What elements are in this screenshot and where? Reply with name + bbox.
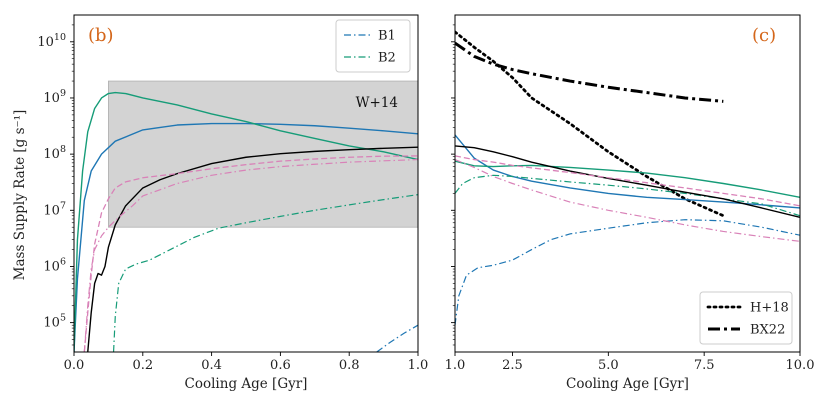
series-line-b1-dashdot [455, 219, 800, 326]
legend-label: B2 [378, 51, 396, 66]
panel-label: (b) [88, 25, 114, 46]
shaded-region-label: W+14 [356, 95, 398, 111]
series-group [74, 91, 418, 352]
series-line-b2-dashdot [112, 194, 418, 352]
panel-label: (c) [752, 25, 776, 46]
y-axis-title: Mass Supply Rate [g s⁻¹] [12, 110, 28, 281]
legend-label: BX22 [750, 323, 785, 338]
x-axis-title: Cooling Age [Gyr] [566, 376, 689, 392]
x-tick-label: 0.2 [132, 358, 153, 373]
y-tick-label: 107 [43, 200, 66, 218]
panel-b: W+14 0.0 0.2 0.4 0.6 0.8 1.0 Cooling Age [Gyr] 1… [37, 14, 429, 392]
series-line-pink-dashdot [83, 158, 418, 352]
y-tick-label: 105 [43, 313, 66, 331]
x-tick-label: 2.5 [502, 358, 523, 373]
shaded-region [108, 80, 418, 228]
legend-label: H+18 [750, 301, 789, 316]
x-tick-label: 0.4 [201, 358, 222, 373]
x-tick-label: 10.0 [786, 358, 815, 373]
panel-c: 1.0 2.5 5.0 7.5 10.0 Cooling Age [Gyr] (c) H+18… [445, 14, 815, 392]
series-line-h-18 [455, 30, 725, 218]
legend-box [699, 291, 793, 345]
series-line-b1-solid [455, 134, 800, 209]
series-group [455, 30, 800, 326]
series-line-b2-solid [455, 160, 800, 199]
x-axis-title: Cooling Age [Gyr] [185, 376, 308, 392]
x-tick-label: 1.0 [445, 358, 466, 373]
series-line-black-solid [87, 146, 418, 352]
legend-box [335, 19, 411, 73]
x-tick-label: 0.0 [64, 358, 85, 373]
series-line-b1-solid [74, 122, 418, 352]
x-tick-label: 0.8 [339, 358, 360, 373]
legend-label: B1 [378, 29, 396, 44]
y-tick-label: 109 [43, 88, 66, 106]
series-line-b1-dashdot [376, 324, 418, 352]
x-tick-label: 0.6 [270, 358, 291, 373]
y-tick-label: 106 [43, 256, 66, 274]
series-line-pink-dashed [83, 155, 418, 352]
series-line-pink-dashed [455, 155, 800, 207]
y-tick-label: 1010 [37, 32, 66, 50]
x-tick-label: 1.0 [408, 358, 429, 373]
series-line-bx22 [455, 41, 724, 103]
x-tick-label: 7.5 [694, 358, 715, 373]
y-tick-label: 108 [43, 144, 66, 162]
x-tick-label: 5.0 [598, 358, 619, 373]
series-line-black-solid [455, 145, 800, 219]
series-line-b2-solid [74, 91, 418, 352]
